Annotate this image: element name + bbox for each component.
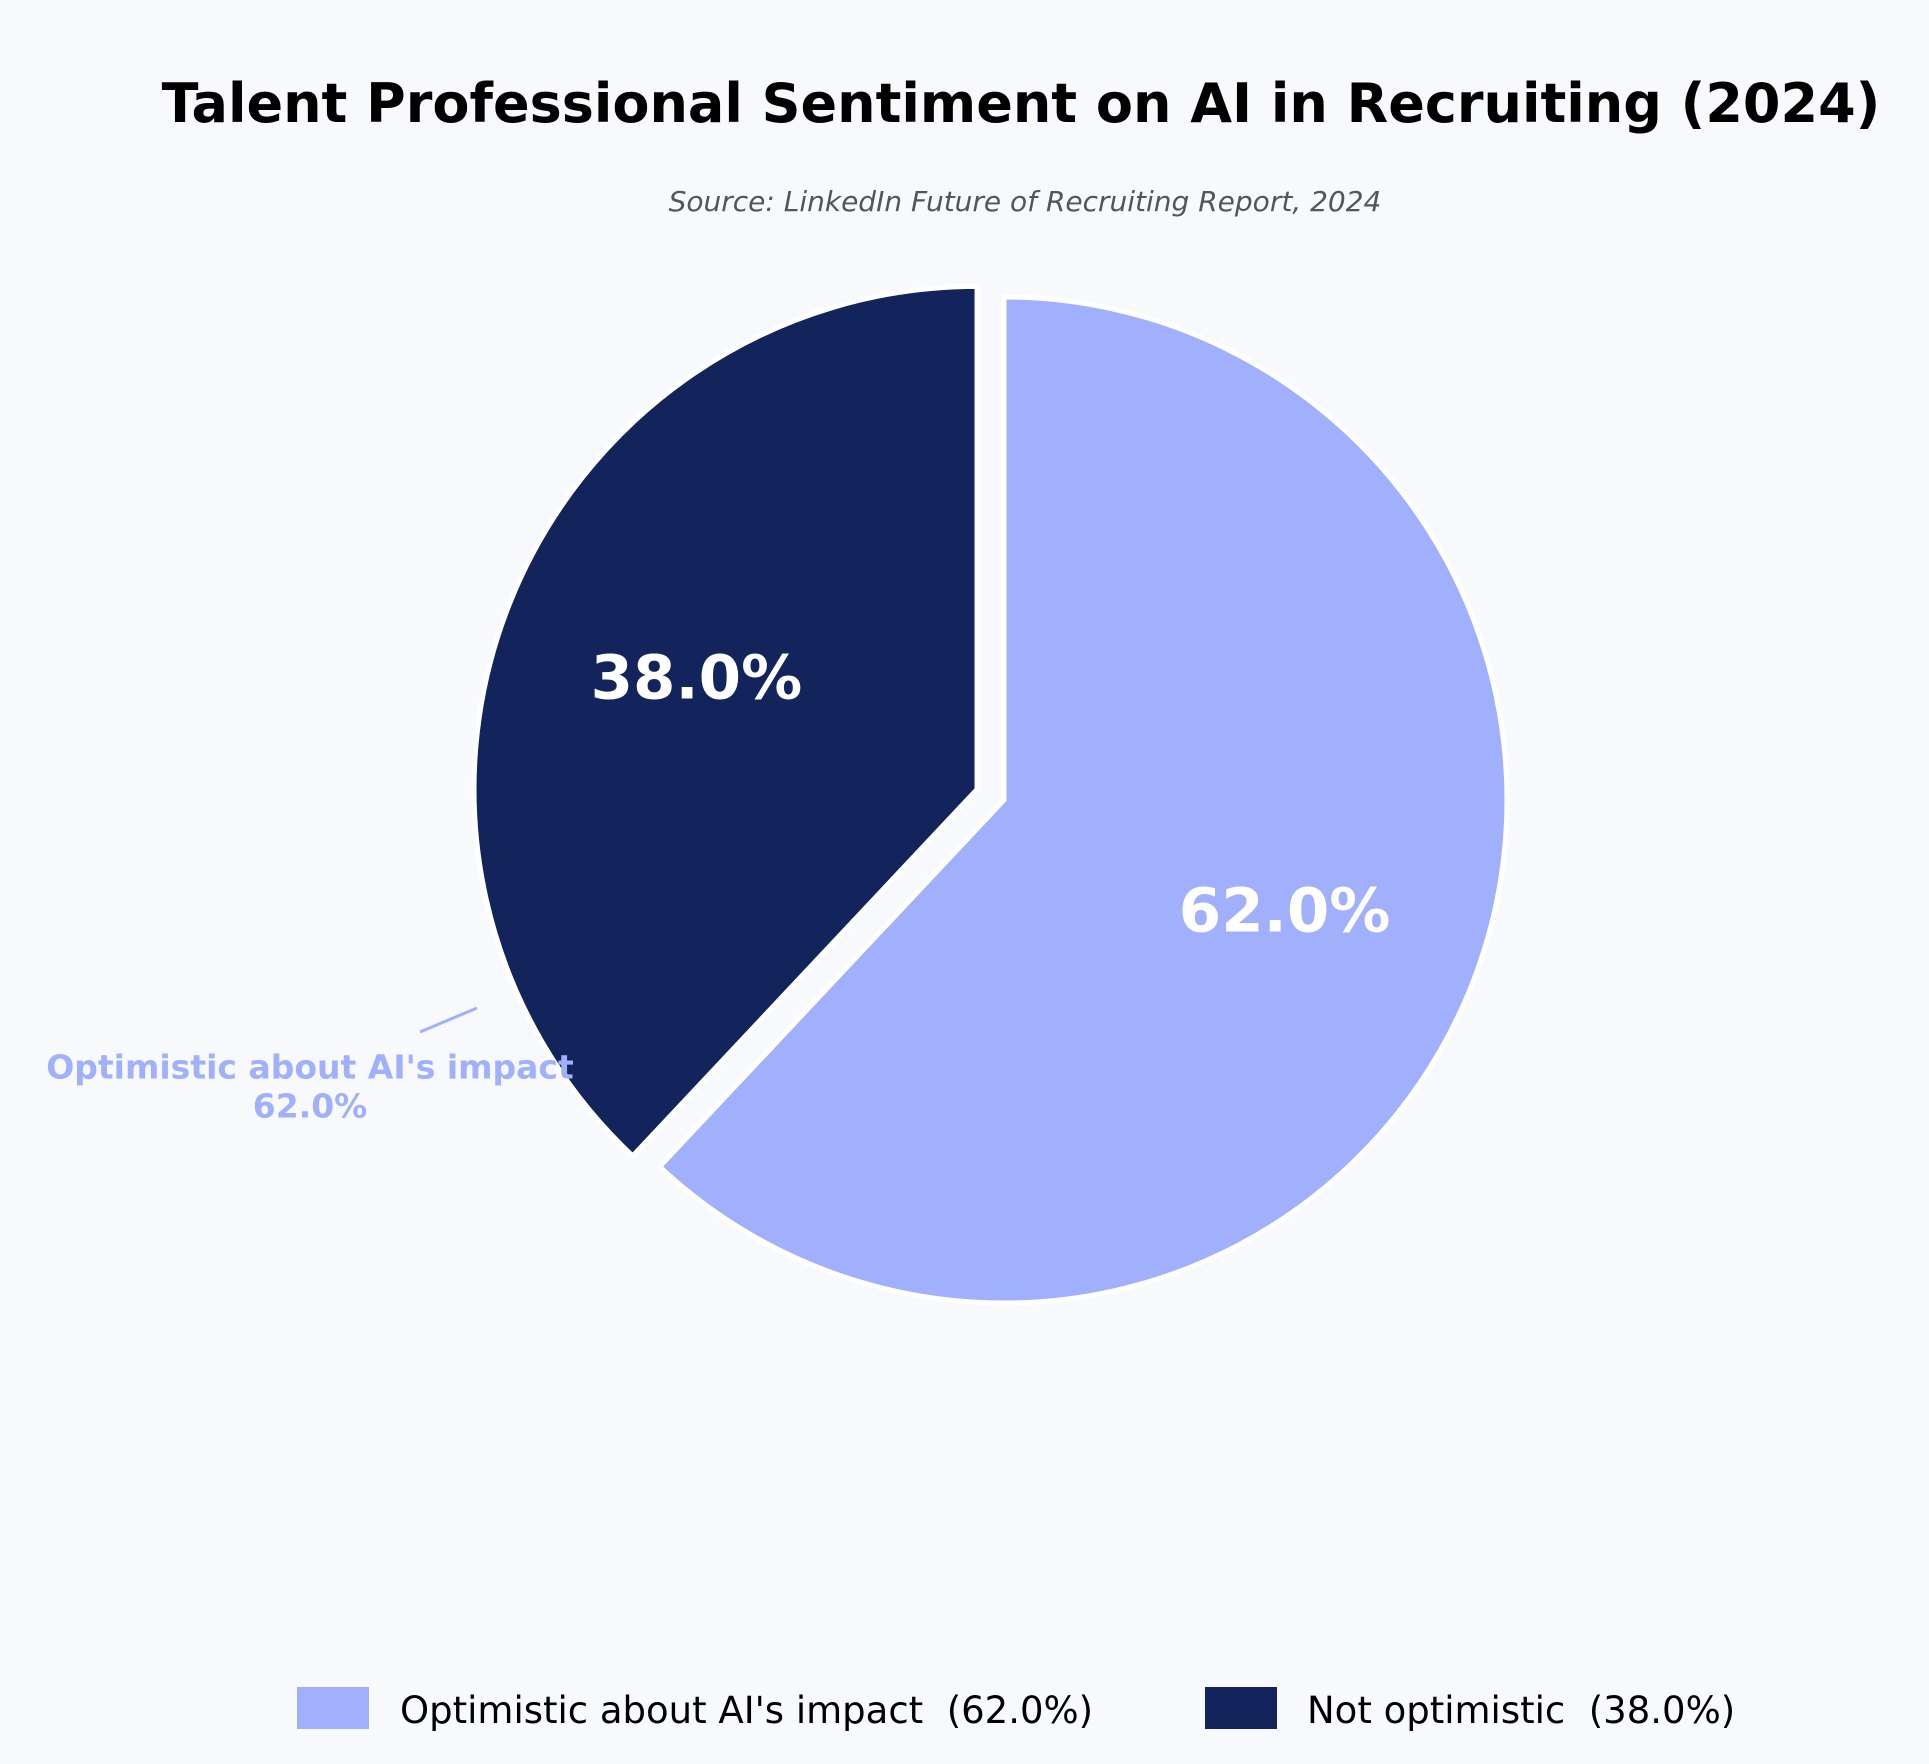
legend: Optimistic about AI's impact (62.0%) Not… — [297, 1687, 1735, 1732]
slice-percent-labels: 62.0% 38.0% — [591, 643, 1391, 947]
pie-slices — [471, 283, 1510, 1306]
callout-text-optimistic-about-ai-s-impact-1: 62.0% — [253, 1087, 368, 1126]
slice-percent-label-optimistic-about-ai-s-impact: 62.0% — [1179, 876, 1391, 947]
slice-percent-label-not-optimistic: 38.0% — [591, 643, 803, 714]
chart-title: Talent Professional Sentiment on AI in R… — [162, 72, 1881, 135]
legend-label-optimistic: Optimistic about AI's impact (62.0%) — [400, 1689, 1093, 1732]
pie-slice-not-optimistic — [471, 283, 980, 1160]
pie-slice-optimistic-about-ai-s-impact — [656, 294, 1510, 1306]
callout-leader-line-optimistic-about-ai-s-impact — [419, 1006, 478, 1034]
chart-subtitle: Source: LinkedIn Future of Recruiting Re… — [669, 185, 1382, 218]
callout-text-optimistic-about-ai-s-impact-0: Optimistic about AI's impact — [46, 1048, 574, 1087]
legend-swatch-optimistic — [297, 1687, 369, 1729]
legend-label-not-optimistic: Not optimistic (38.0%) — [1307, 1689, 1735, 1732]
legend-swatch-not-optimistic — [1205, 1687, 1277, 1729]
